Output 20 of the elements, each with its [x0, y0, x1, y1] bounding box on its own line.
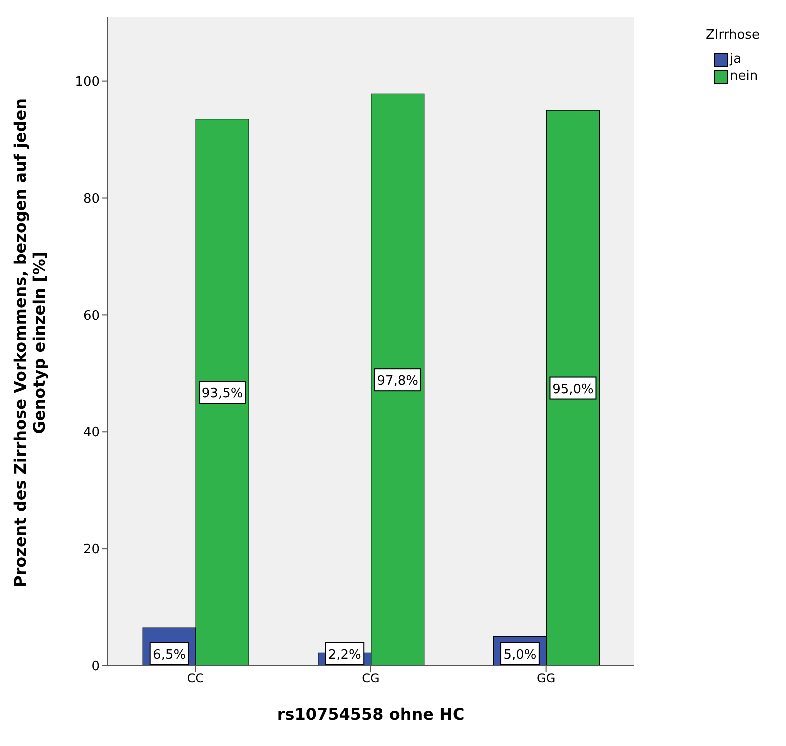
x-tick-label: CC [187, 672, 204, 686]
data-label: 93,5% [202, 386, 244, 402]
y-tick-label: 80 [83, 192, 100, 207]
y-tick-label: 20 [83, 542, 100, 558]
x-tick-label: CG [362, 672, 380, 686]
y-tick-label: 100 [75, 74, 100, 90]
x-tick-label: GG [537, 672, 556, 686]
data-label: 2,2% [328, 648, 362, 663]
legend-label: nein [730, 69, 758, 84]
data-label: 97,8% [377, 374, 419, 390]
legend-label: ja [730, 52, 742, 67]
data-label: 6,5% [153, 648, 186, 663]
y-axis-title: Prozent des Zirrhose Vorkommens, bezogen auf jeden Genotyp einzeln [%] [11, 98, 49, 588]
y-tick-label: 40 [83, 426, 100, 441]
y-tick-label: 0 [92, 660, 100, 675]
data-label: 5,0% [504, 648, 537, 663]
data-label: 95,0% [552, 382, 594, 398]
legend-title: ZIrrhose [706, 28, 761, 43]
x-axis-title: rs10754558 ohne HC [277, 705, 465, 724]
y-tick-label: 60 [83, 308, 100, 324]
